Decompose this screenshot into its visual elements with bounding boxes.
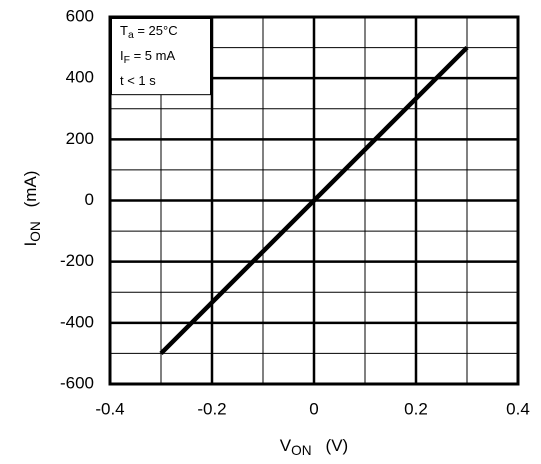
x-tick-label: -0.4 — [95, 399, 124, 418]
annotation-sub: F — [124, 55, 130, 66]
y-tick-label: 400 — [66, 68, 94, 87]
y-axis-label: ION (mA) — [21, 171, 42, 247]
y-tick-label: 600 — [66, 6, 94, 25]
x-tick-label: -0.2 — [197, 399, 226, 418]
annotation-main: I — [120, 48, 124, 63]
y-axis-label-sub: ON — [28, 221, 43, 241]
x-axis-label-unit: (V) — [326, 436, 349, 455]
x-axis-label-sub: ON — [291, 443, 311, 458]
y-tick-label: -200 — [60, 251, 94, 270]
annotation: IF = 5 mA — [120, 48, 175, 65]
annotation-rest: = 25°C — [134, 23, 178, 38]
y-axis-label-main: I — [21, 242, 40, 247]
annotation: Ta = 25°C — [120, 23, 178, 40]
y-tick-label: 200 — [66, 129, 94, 148]
y-tick-label: -600 — [60, 373, 94, 392]
annotation-background — [111, 18, 211, 96]
y-axis-label-unit: (mA) — [21, 171, 40, 208]
annotation-box: Ta = 25°C IF = 5 mA t < 1 s — [111, 18, 211, 96]
annotation: t < 1 s — [120, 73, 156, 88]
x-axis-label: VON (V) — [280, 436, 348, 457]
annotation-sub: a — [128, 30, 134, 41]
annotation-main: t < 1 s — [120, 73, 156, 88]
x-tick-label: 0.2 — [404, 399, 428, 418]
annotation-rest: = 5 mA — [130, 48, 175, 63]
annotation-main: T — [120, 23, 128, 38]
x-axis-label-main: V — [280, 436, 292, 455]
plot-frame — [108, 15, 520, 386]
y-tick-label: -400 — [60, 312, 94, 331]
data-line — [159, 45, 469, 356]
y-tick-label: 0 — [85, 190, 94, 209]
x-tick-label: 0 — [309, 399, 318, 418]
x-tick-label: 0.4 — [506, 399, 530, 418]
